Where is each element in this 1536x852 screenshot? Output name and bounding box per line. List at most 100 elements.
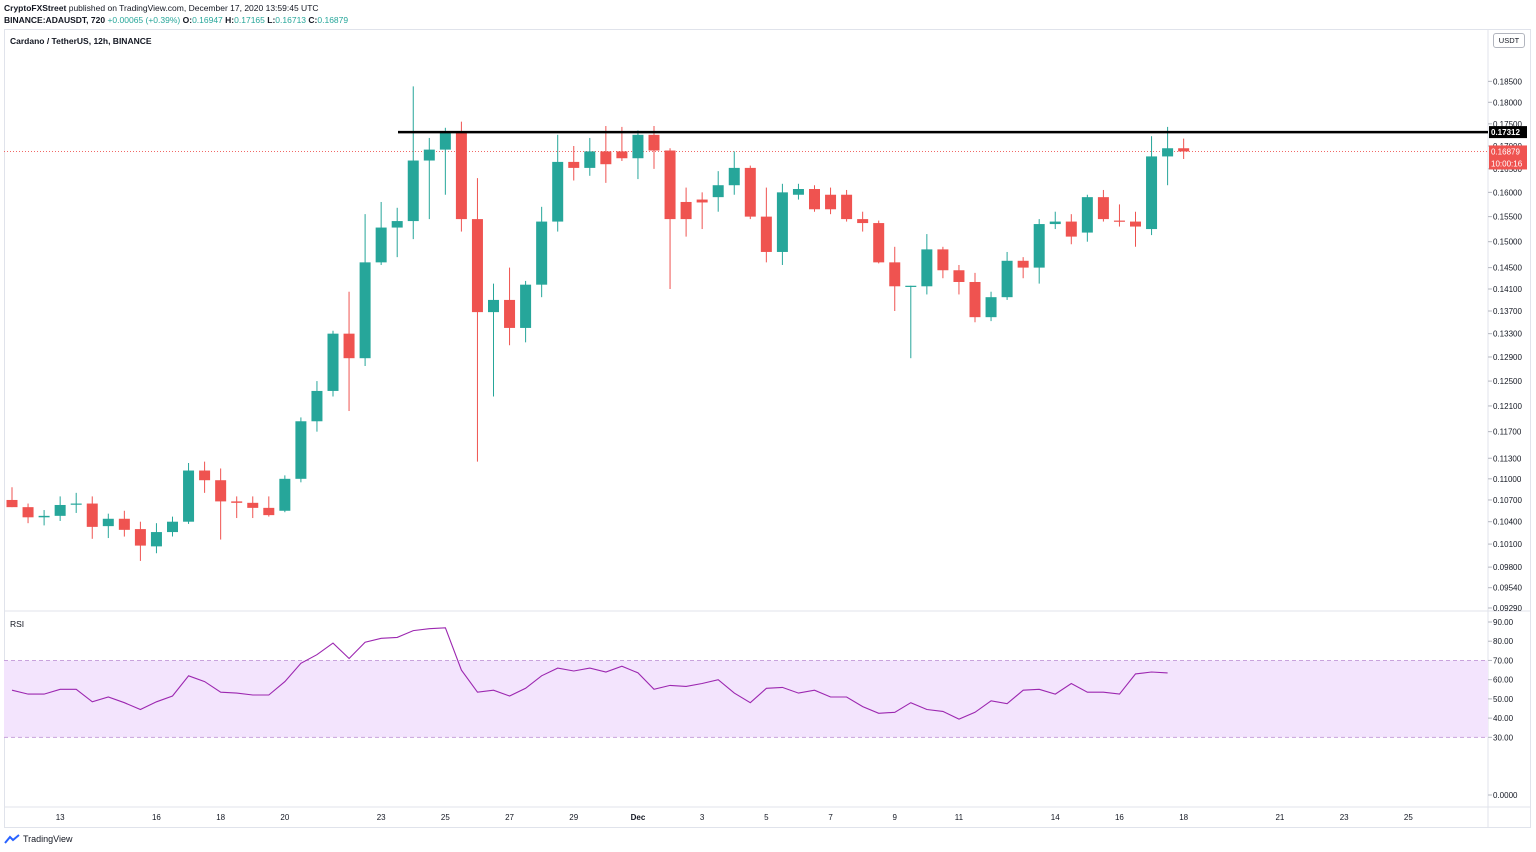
tradingview-footer[interactable]: TradingView [4,834,73,844]
candle [584,137,596,176]
candle [118,510,130,537]
candle [536,206,548,298]
candle [6,487,18,508]
price-tick-label: 0.09540 [1493,584,1522,593]
last-price-label: 0.16879 [1491,147,1520,156]
candle-body [953,270,965,282]
candle-body [648,134,660,151]
candle [1033,219,1045,284]
candle [825,187,837,215]
candle [423,137,435,220]
candle [22,503,34,524]
price-tick-label: 0.10700 [1493,496,1522,505]
date-tick-label: 3 [700,813,705,822]
candle-body [728,167,740,186]
candle [359,214,371,366]
candle-body [391,221,403,228]
candle [407,86,419,240]
candle [215,468,227,540]
pane-title: Cardano / TetherUS, 12h, BINANCE [10,36,152,46]
date-tick-label: 29 [569,813,578,822]
date-tick-label: 13 [56,813,65,822]
candle-body [183,470,195,522]
close-value: 0.16879 [317,15,349,25]
publisher-name[interactable]: CryptoFXStreet [4,3,67,13]
date-tick-label: 11 [955,813,964,822]
candle [1097,189,1109,222]
candle [471,178,483,462]
candle [552,134,564,232]
date-tick-label: 23 [377,813,386,822]
candle-body [231,501,243,503]
candle-body [247,502,259,508]
candle [54,496,66,521]
candle [712,171,724,212]
candle-body [1033,224,1045,268]
price-tick-label: 0.15000 [1493,238,1522,247]
open-label: O: [182,15,193,25]
low-value: 0.16713 [275,15,307,25]
candle-body [102,518,114,527]
ohlc-header: BINANCE:ADAUSDT, 720 +0.00065 (+0.39%) O… [4,15,348,25]
candle-body [905,285,917,287]
candle-body [1113,220,1125,222]
candle-body [584,151,596,168]
last-price-badge [1489,145,1527,170]
candle-body [841,194,853,220]
price-tick-label: 0.12500 [1493,377,1522,386]
date-tick-label: 9 [893,813,898,822]
candle [439,127,451,195]
candle-body [616,151,628,159]
date-tick-label: Dec [631,813,646,822]
date-tick-label: 18 [1179,813,1188,822]
date-tick-label: 7 [828,813,833,822]
candle [680,187,692,237]
candle [504,267,516,346]
candle [86,496,98,539]
candle-body [199,470,211,481]
candle-body [150,532,162,547]
rsi-tick-label: 80.00 [1493,637,1514,646]
high-label: H: [225,15,235,25]
candle-body [86,503,98,527]
rsi-tick-label: 50.00 [1493,695,1514,704]
candle-body [809,189,820,210]
candle-body [118,518,130,530]
candle-body [54,504,66,516]
candle [150,523,162,554]
price-tick-label: 0.12900 [1493,353,1522,362]
open-value: 0.16947 [192,15,223,25]
candle [568,146,580,181]
candle [520,280,532,343]
date-tick-label: 20 [280,813,289,822]
candle [632,130,644,180]
candle-body [1162,148,1174,157]
candle [38,510,50,526]
price-tick-label: 0.14100 [1493,285,1522,294]
candle-body [488,299,499,313]
footer-brand: TradingView [23,834,73,844]
candle-body [776,192,788,252]
candle-body [439,132,451,150]
resistance-label-bg [1489,126,1527,139]
candle [183,463,195,524]
rsi-tick-label: 40.00 [1493,714,1514,723]
candle-body [760,216,772,252]
candle-body [263,507,275,516]
candle [809,185,820,212]
rsi-tick-label: 90.00 [1493,618,1514,627]
candle-body [1097,197,1109,220]
tradingview-logo-icon [4,834,20,844]
candle-body [504,299,516,328]
candle-body [552,161,564,222]
candle [600,126,612,183]
price-tick-label: 0.10100 [1493,540,1522,549]
date-tick-label: 14 [1051,813,1060,822]
currency-button[interactable]: USDT [1493,33,1525,48]
candle [1049,211,1061,230]
candle [1130,211,1141,247]
candle-body [327,333,339,391]
publish-text: published on TradingView.com, December 1… [68,3,319,13]
resistance-label: 0.17312 [1491,128,1520,137]
